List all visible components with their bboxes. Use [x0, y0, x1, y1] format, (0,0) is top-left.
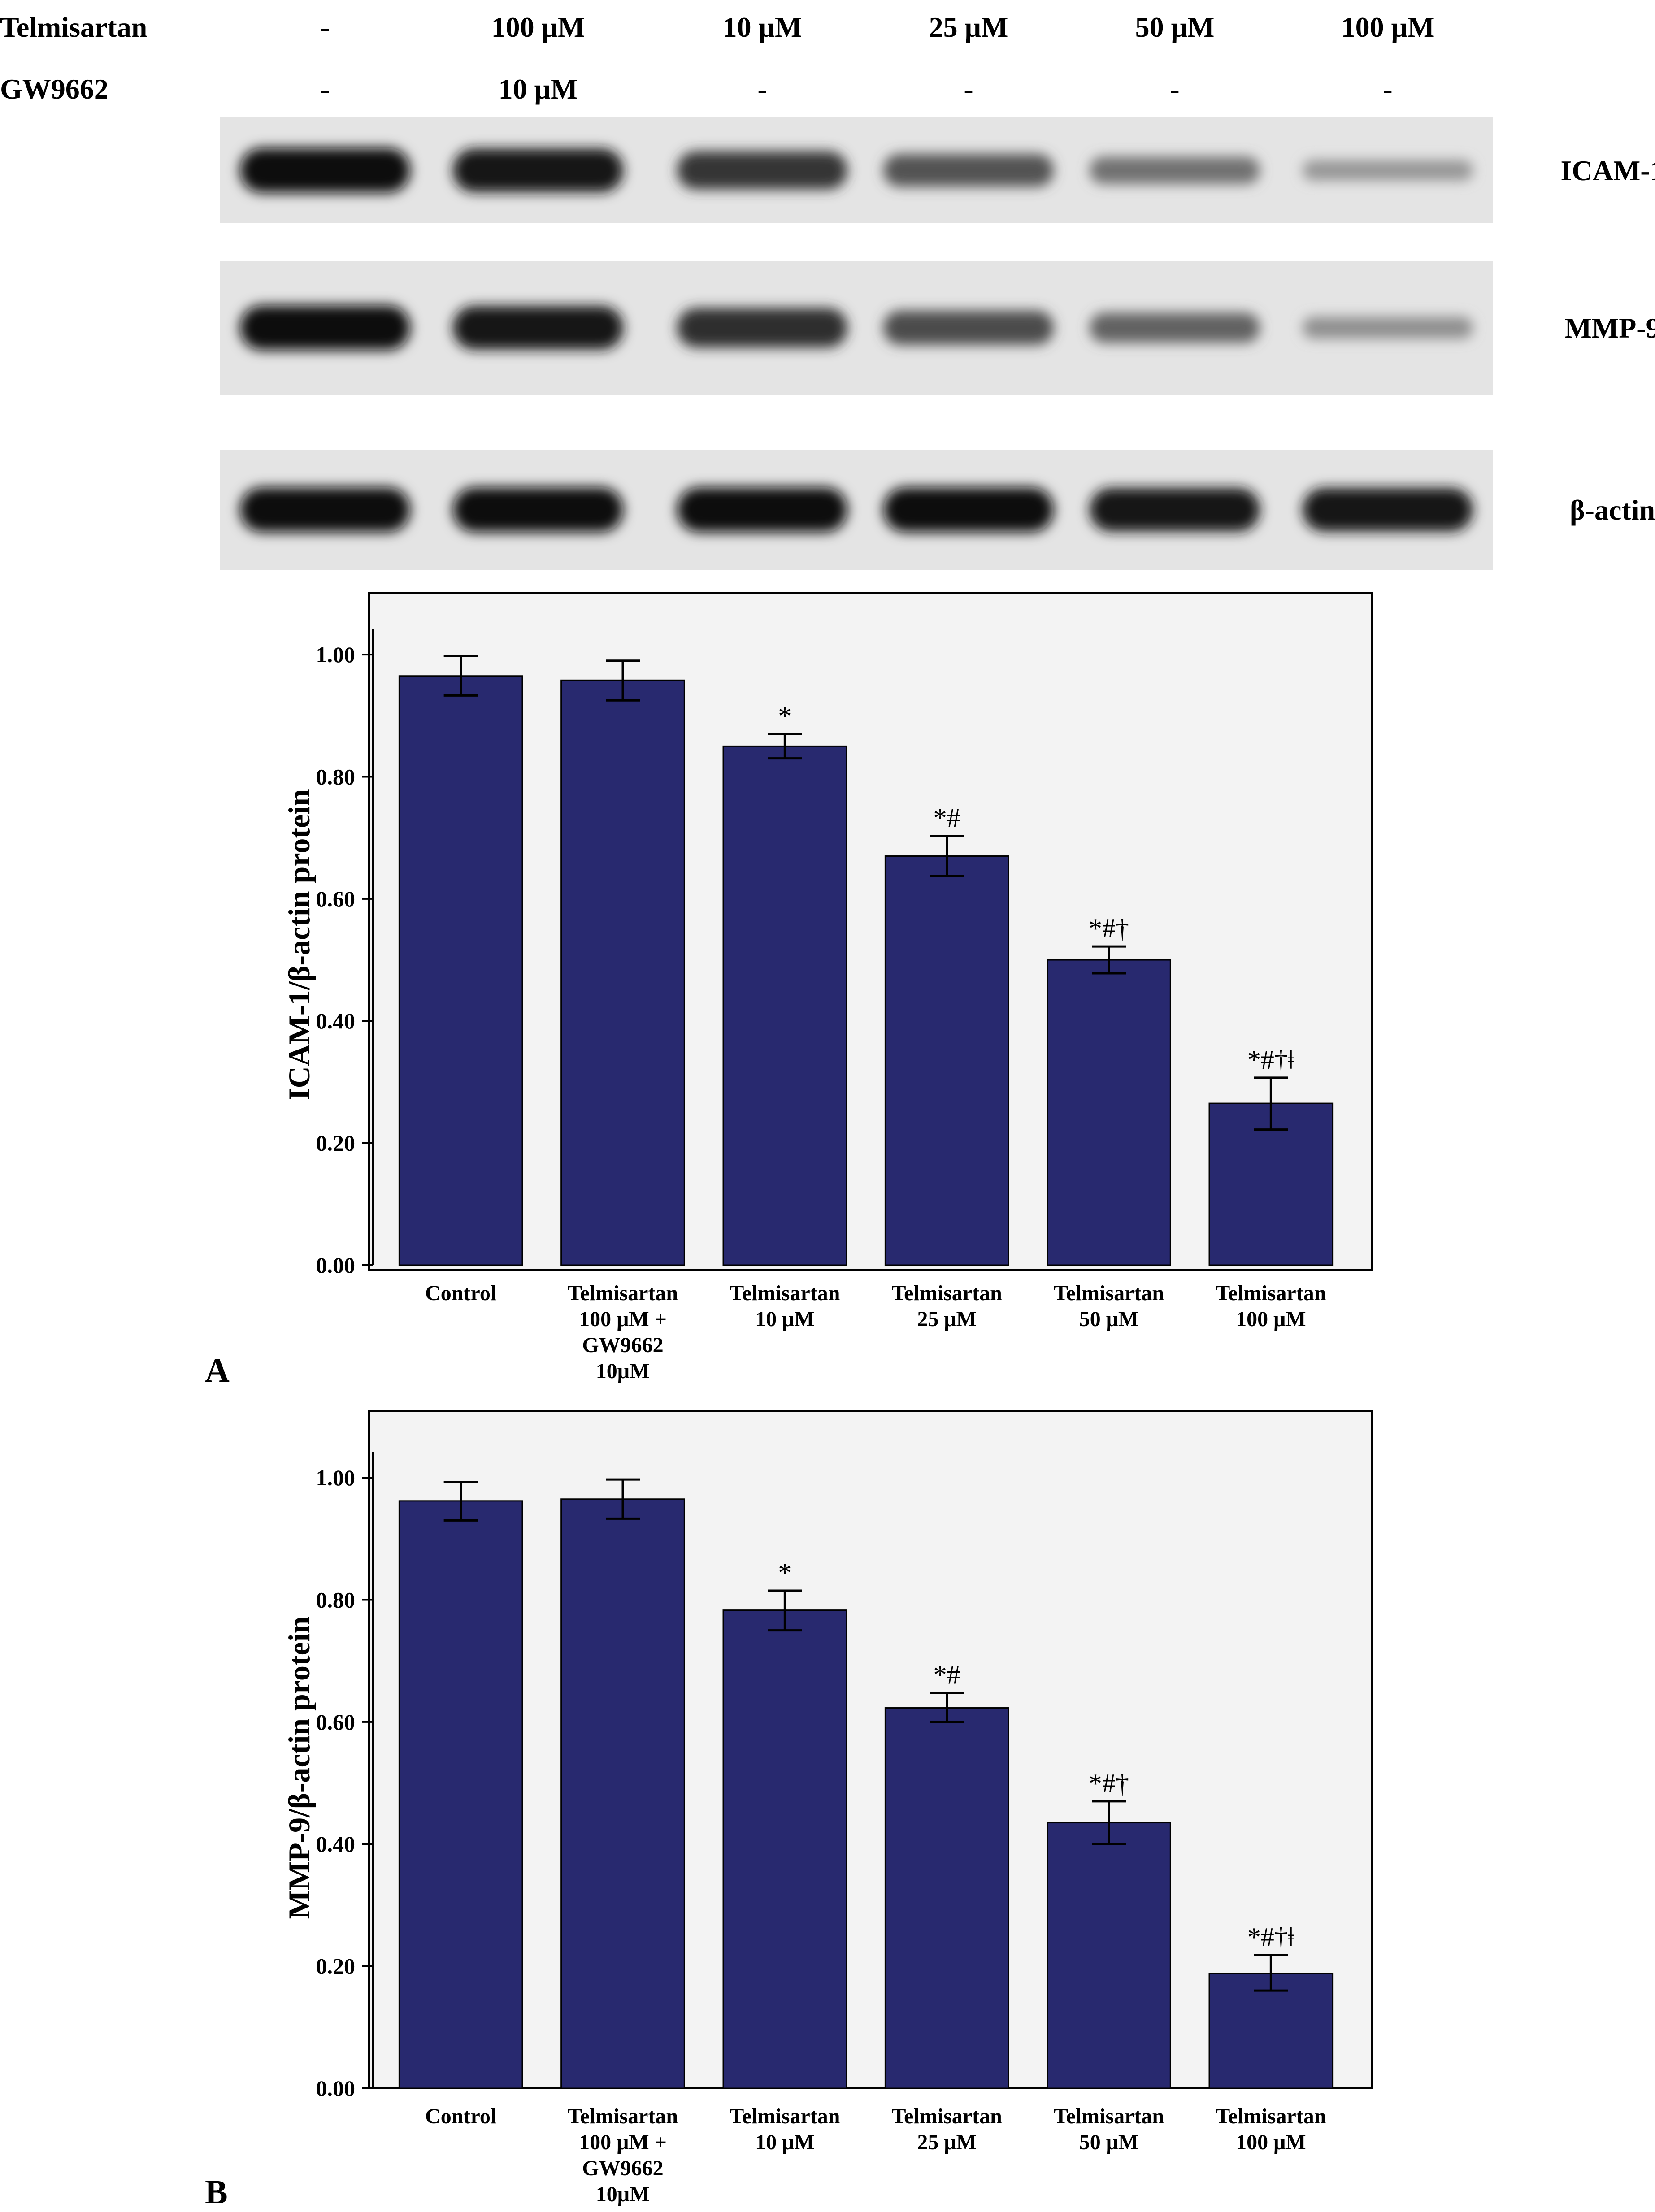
- x-tick-label: Telmisartan 100 μM + GW9662 10μM: [568, 2104, 678, 2206]
- y-tick-label: 0.40: [316, 1831, 356, 1856]
- blot-treatment-label: -: [320, 73, 330, 105]
- blot-band: [677, 487, 847, 532]
- significance-label: *#†: [1089, 914, 1129, 943]
- blot-treatment-label: 10 μM: [723, 11, 802, 43]
- chart-b: 0.00 0.20 0.40 0.60 0.80 1.00 MMP-9/β-actin pr…: [205, 1410, 1373, 2211]
- x-tick-label: Control: [425, 1281, 496, 1305]
- blot-band: [240, 305, 410, 350]
- significance-label: *: [778, 1558, 791, 1587]
- panel-label: A: [205, 1352, 230, 1389]
- x-tick-label: Telmisartan 25 μM: [892, 1281, 1002, 1331]
- x-tick-label: Telmisartan 25 μM: [892, 2104, 1002, 2154]
- blot-band: [240, 148, 410, 193]
- blot-treatment-label: 25 μM: [929, 11, 1008, 43]
- bar: [398, 1500, 523, 2089]
- blot-band: [453, 148, 623, 192]
- x-tick-label: Telmisartan 100 μM + GW9662 10μM: [568, 1281, 678, 1383]
- y-tick-label: 0.80: [316, 1587, 356, 1612]
- blot-treatment-label: -: [964, 73, 973, 105]
- x-tick-label: Control: [425, 2104, 496, 2128]
- blot-band: [1090, 488, 1260, 532]
- blot-band-label: β-actin: [1570, 494, 1655, 526]
- blot-band: [883, 154, 1054, 187]
- blot-row-header: Telmisartan: [0, 11, 147, 43]
- panel-label: B: [205, 2173, 228, 2211]
- y-tick-label: 0.40: [316, 1008, 356, 1033]
- bar: [1047, 959, 1171, 1266]
- blot-band: [1303, 488, 1473, 532]
- blot-treatment-label: 100 μM: [1341, 11, 1435, 43]
- bar: [884, 1707, 1009, 2089]
- x-tick-label: Telmisartan 10 μM: [730, 2104, 840, 2154]
- blot-band: [240, 487, 410, 532]
- blot-treatment-label: 10 μM: [499, 73, 578, 105]
- blot-treatment-label: -: [320, 11, 330, 43]
- blot-treatment-label: -: [757, 73, 767, 105]
- significance-label: *#†ǂ: [1247, 1922, 1294, 1952]
- blot-treatment-label: -: [1170, 73, 1179, 105]
- blot-band: [453, 487, 623, 532]
- y-tick-label: 0.00: [316, 2076, 356, 2101]
- bar: [1047, 1822, 1171, 2089]
- blot-band: [677, 151, 847, 190]
- plot-area: [368, 592, 1373, 1271]
- significance-label: *#: [934, 1660, 960, 1689]
- y-tick-label: 0.20: [316, 1131, 356, 1156]
- chart-a: 0.00 0.20 0.40 0.60 0.80 1.00 ICAM-1/β-actin p…: [205, 592, 1373, 1389]
- y-tick-label: 0.00: [316, 1253, 356, 1278]
- bar: [884, 855, 1009, 1266]
- blot-strip: [220, 261, 1493, 395]
- blot-row-header: GW9662: [0, 73, 109, 105]
- x-tick-label: Telmisartan 100 μM: [1216, 2104, 1326, 2154]
- bar: [560, 679, 685, 1266]
- x-tick-label: Telmisartan 10 μM: [730, 1281, 840, 1331]
- significance-label: *#†ǂ: [1247, 1045, 1294, 1075]
- y-tick-label: 0.80: [316, 764, 356, 789]
- x-tick-label: Telmisartan 50 μM: [1054, 1281, 1164, 1331]
- y-tick-label: 0.60: [316, 886, 356, 911]
- blot-band: [677, 308, 847, 347]
- bar: [722, 745, 847, 1266]
- x-tick-label: Telmisartan 50 μM: [1054, 2104, 1164, 2154]
- blot-band: [883, 487, 1054, 532]
- blot-band-label: ICAM-1: [1560, 155, 1655, 187]
- blot-strip: [220, 117, 1493, 223]
- significance-label: *#: [934, 803, 960, 833]
- y-axis-label: MMP-9/β-actin protein: [282, 1617, 316, 1919]
- blot-band: [1303, 317, 1473, 339]
- blot-band: [883, 311, 1054, 345]
- bar: [1208, 1973, 1334, 2089]
- blot-band: [1090, 156, 1260, 184]
- y-tick-label: 0.20: [316, 1954, 356, 1979]
- y-tick-label: 0.60: [316, 1709, 356, 1735]
- significance-label: *#†: [1089, 1769, 1129, 1798]
- bar: [560, 1498, 685, 2089]
- bar: [398, 675, 523, 1266]
- blot-band-label: MMP-9: [1564, 312, 1655, 344]
- blot-treatment-label: -: [1383, 73, 1392, 105]
- y-axis-label: ICAM-1/β-actin protein: [282, 789, 316, 1100]
- blot-treatment-label: 50 μM: [1135, 11, 1215, 43]
- y-tick-label: 1.00: [316, 642, 356, 667]
- x-tick-label: Telmisartan 100 μM: [1216, 1281, 1326, 1331]
- blot-band: [453, 306, 623, 350]
- bar: [722, 1609, 847, 2089]
- y-tick-label: 1.00: [316, 1465, 356, 1490]
- significance-label: *: [778, 701, 791, 731]
- blot-band: [1303, 160, 1473, 181]
- blot-strip: [220, 450, 1493, 570]
- plot-area: [368, 1410, 1373, 2089]
- western-blot: Telmisartan GW9662 - 100 μM 10 μM 25 μM 50 μM 1…: [0, 11, 1655, 570]
- blot-treatment-label: 100 μM: [491, 11, 585, 43]
- blot-band: [1090, 312, 1260, 343]
